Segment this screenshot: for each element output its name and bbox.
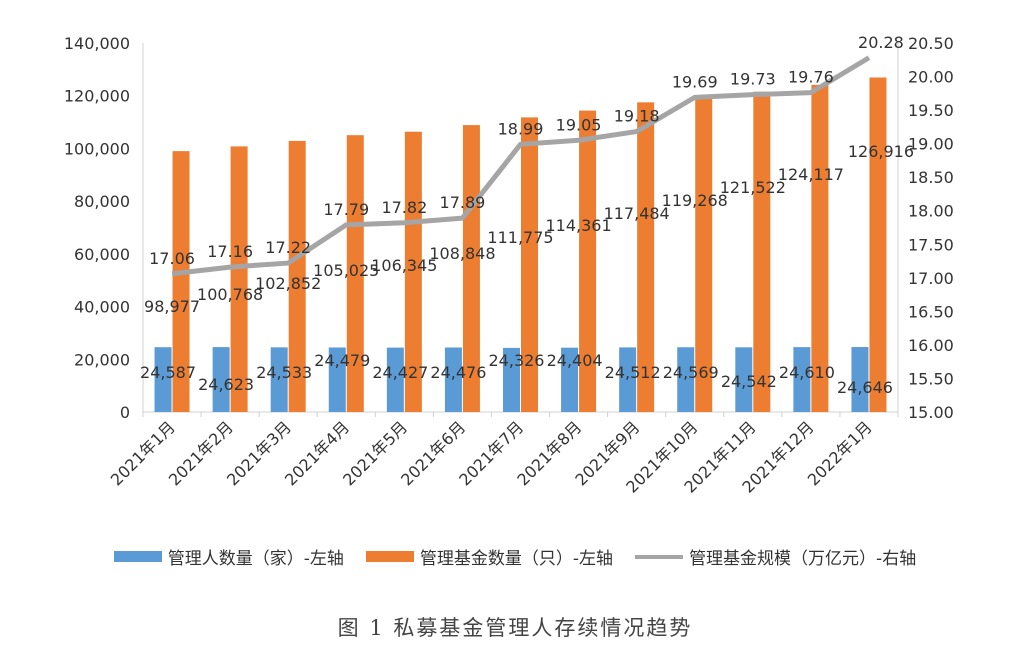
scale-data-label: 17.16 (207, 242, 253, 261)
bar-managers (444, 347, 462, 412)
bar-funds (695, 97, 713, 413)
bar-funds (288, 140, 306, 413)
legend: 管理人数量（家）-左轴 管理基金数量（只）-左轴 管理基金规模（万亿元）-右轴 (0, 544, 1030, 569)
funds-data-label: 98,977 (144, 297, 200, 316)
managers-data-label: 24,623 (198, 375, 254, 394)
funds-data-label: 100,768 (197, 285, 263, 304)
scale-data-label: 19.76 (788, 68, 834, 87)
bar-managers (212, 347, 230, 412)
managers-data-label: 24,404 (547, 351, 603, 370)
legend-item-funds: 管理基金数量（只）-左轴 (365, 544, 614, 569)
combo-chart: 0 20,000 40,000 60,000 80,000 100,000 120,000 1… (64, 33, 954, 497)
legend-swatch (113, 551, 162, 562)
funds-data-label: 108,848 (429, 244, 495, 263)
right-tick-label: 17.50 (908, 235, 954, 254)
bar-managers (735, 347, 753, 412)
bar-managers (851, 347, 869, 412)
managers-data-label: 24,542 (721, 372, 777, 391)
bar-funds (579, 110, 597, 412)
scale-data-label: 17.82 (381, 198, 427, 217)
right-tick-label: 15.50 (908, 369, 954, 388)
managers-data-label: 24,610 (779, 363, 835, 382)
funds-data-label: 114,361 (545, 216, 611, 235)
right-tick-label: 19.00 (908, 135, 954, 154)
scale-data-label: 17.22 (265, 238, 311, 257)
bar-funds (811, 84, 829, 413)
right-tick-label: 16.50 (908, 302, 954, 321)
bar-funds (521, 117, 538, 412)
bar-funds (753, 91, 771, 412)
right-tick-label: 20.50 (908, 34, 954, 53)
bar-funds (462, 125, 480, 412)
left-tick-label: 60,000 (74, 245, 130, 264)
funds-data-label: 119,268 (662, 191, 728, 210)
bar-managers (328, 347, 346, 412)
left-tick-label: 120,000 (64, 87, 130, 106)
managers-data-label: 24,646 (837, 378, 893, 397)
figure-caption: 图 1 私募基金管理人存续情况趋势 (337, 616, 693, 640)
bar-funds (346, 135, 364, 412)
right-tick-label: 18.50 (908, 168, 954, 187)
managers-data-label: 24,569 (663, 363, 719, 382)
left-tick-label: 100,000 (64, 139, 130, 158)
right-tick-label: 17.00 (908, 269, 954, 288)
right-tick-label: 18.00 (908, 202, 954, 221)
bar-funds (230, 146, 248, 412)
right-tick-label: 15.00 (908, 403, 954, 422)
right-tick-label: 16.00 (908, 336, 954, 355)
bar-managers (793, 347, 811, 412)
legend-label: 管理基金数量（只）-左轴 (419, 549, 614, 569)
legend-label: 管理人数量（家）-左轴 (167, 549, 344, 569)
bar-managers (270, 347, 288, 412)
managers-data-label: 24,587 (140, 363, 196, 382)
funds-data-label: 105,025 (313, 261, 379, 280)
bar-funds (404, 131, 422, 413)
funds-data-label: 106,345 (371, 256, 437, 275)
legend-swatch (635, 554, 684, 559)
managers-data-label: 24,479 (314, 351, 370, 370)
bar-managers (503, 347, 520, 412)
managers-data-label: 24,533 (256, 363, 312, 382)
scale-data-label: 19.69 (672, 72, 718, 91)
left-tick-label: 140,000 (64, 34, 130, 53)
scale-data-label: 19.73 (730, 70, 776, 89)
managers-data-label: 24,427 (372, 363, 428, 382)
bar-funds (869, 77, 887, 412)
scale-data-label: 18.99 (498, 119, 544, 138)
bar-managers (154, 347, 172, 412)
legend-item-managers: 管理人数量（家）-左轴 (113, 544, 344, 569)
legend-label: 管理基金规模（万亿元）-右轴 (689, 549, 917, 569)
bar-managers (386, 347, 404, 412)
scale-data-label: 17.79 (323, 200, 369, 219)
managers-data-label: 24,326 (489, 351, 545, 370)
funds-data-label: 117,484 (604, 204, 670, 223)
left-tick-label: 80,000 (74, 192, 130, 211)
right-tick-label: 19.50 (908, 101, 954, 120)
bar-funds (637, 102, 655, 413)
legend-swatch (365, 551, 414, 562)
bar-managers (677, 347, 695, 412)
left-tick-label: 20,000 (74, 350, 130, 369)
scale-data-label: 20.28 (858, 33, 904, 52)
scale-data-label: 17.89 (440, 193, 486, 212)
left-tick-label: 40,000 (74, 298, 130, 317)
bar-managers (561, 347, 579, 412)
bar-funds (172, 151, 190, 412)
funds-data-label: 124,117 (778, 165, 844, 184)
managers-data-label: 24,512 (605, 363, 661, 382)
left-tick-label: 0 (120, 403, 130, 422)
scale-data-label: 17.06 (149, 249, 195, 268)
right-tick-label: 20.00 (908, 68, 954, 87)
funds-data-label: 126,916 (848, 142, 914, 161)
scale-data-label: 19.05 (556, 115, 602, 134)
funds-data-label: 121,522 (720, 178, 786, 197)
legend-item-scale: 管理基金规模（万亿元）-右轴 (635, 544, 916, 569)
managers-data-label: 24,476 (430, 363, 486, 382)
funds-data-label: 111,775 (487, 228, 553, 247)
scale-data-label: 19.18 (614, 107, 660, 126)
funds-data-label: 102,852 (255, 274, 321, 293)
bar-managers (619, 347, 637, 412)
